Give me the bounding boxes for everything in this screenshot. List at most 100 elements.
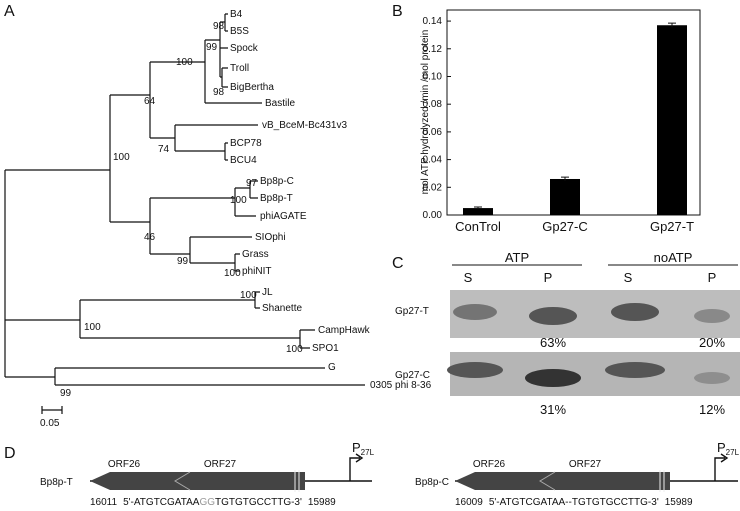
construct-name: Bp8p-T (40, 477, 73, 488)
bootstrap-value: 100 (240, 290, 257, 301)
lane-label: S (624, 270, 633, 285)
leaf-label: Shanette (262, 303, 302, 314)
leaf-label: Troll (230, 63, 249, 74)
bootstrap-value: 100 (224, 268, 241, 279)
bootstrap-value: 99 (177, 256, 189, 267)
promoter-label: P27L (352, 440, 375, 457)
sequence-part: 5'-ATGTCGATAA--TGTGTGCCTTG-3' (489, 497, 659, 508)
y-tick-label: 0.14 (423, 16, 443, 27)
leaf-label: SPO1 (312, 343, 339, 354)
error-bar (561, 176, 569, 181)
panel-label: B (392, 3, 403, 20)
bootstrap-value: 100 (176, 57, 193, 68)
group-label: noATP (654, 250, 693, 265)
panel-label: C (392, 255, 404, 272)
leaf-label: B4 (230, 9, 243, 20)
sequence: 16011 5'-ATGTCGATAAGGTGTGTGCCTTG-3' 15989 (90, 497, 336, 508)
leaf-label: G (328, 362, 336, 373)
bootstrap-value: 74 (158, 144, 170, 155)
gene-diagrams (90, 453, 738, 492)
y-tick-label: 0.08 (423, 99, 443, 110)
gel-bands (447, 303, 730, 387)
tree-branches (4, 13, 365, 386)
lane-label: P (708, 270, 717, 285)
bootstrap-value: 98 (213, 87, 225, 98)
bar (550, 178, 580, 215)
leaf-label: Spock (230, 43, 259, 54)
leaf-label: SIOphi (255, 232, 286, 243)
y-tick-label: 0.10 (423, 71, 443, 82)
gene-label: ORF26 (473, 459, 506, 470)
construct-name: Bp8p-C (415, 477, 449, 488)
bootstrap-value: 64 (144, 96, 156, 107)
bootstrap-value: 99 (60, 388, 72, 399)
y-tick-label: 0.04 (423, 155, 443, 166)
leaf-label: CampHawk (318, 325, 371, 336)
promoter-sub: 27L (361, 448, 375, 457)
y-axis-label: mol ATP hydrolyzed /min /mol protein (420, 30, 431, 195)
bootstrap-value: 46 (144, 232, 156, 243)
lane-label: S (464, 270, 473, 285)
promoter-sub: 27L (726, 448, 740, 457)
panel-label: D (4, 445, 16, 462)
leaf-label: Bp8p-T (260, 193, 293, 204)
gene-label: ORF27 (204, 459, 237, 470)
bootstrap-value: 100 (113, 152, 130, 163)
scale-label: 0.05 (40, 418, 60, 429)
percent-label: 31% (540, 402, 566, 417)
percent-label: 63% (540, 335, 566, 350)
row-label: Gp27-T (395, 306, 429, 317)
sequence-part: GG (199, 497, 215, 508)
promoter-main: P (352, 440, 361, 455)
leaf-label: phiNIT (242, 266, 271, 277)
coord-start: 16009 (455, 497, 483, 508)
coord-end: 15989 (308, 497, 336, 508)
leaf-label: phiAGATE (260, 211, 307, 222)
bootstrap-value: 100 (230, 195, 247, 206)
bar (463, 208, 493, 215)
promoter-label: P27L (717, 440, 740, 457)
leaf-label: BigBertha (230, 82, 274, 93)
leaf-label: BCU4 (230, 155, 257, 166)
bar (657, 25, 687, 216)
gel-strip (450, 290, 740, 338)
percent-label: 12% (699, 402, 725, 417)
tree (4, 13, 365, 414)
scale-bar (41, 406, 63, 414)
leaf-label: B5S (230, 26, 249, 37)
leaf-label: 0305 phi 8-36 (370, 380, 432, 391)
bootstrap-value: 98 (213, 21, 225, 32)
leaf-label: BCP78 (230, 138, 262, 149)
bootstrap-value: 100 (84, 322, 101, 333)
error-bar (474, 206, 482, 210)
gene-label: ORF27 (569, 459, 602, 470)
panel-label: A (4, 3, 15, 20)
y-tick-label: 0.00 (423, 210, 443, 221)
lane-label: P (544, 270, 553, 285)
percent-label: 20% (699, 335, 725, 350)
group-label: ATP (505, 250, 529, 265)
error-bar (668, 22, 676, 28)
x-tick-label: ConTrol (455, 219, 501, 234)
coord-end: 15989 (665, 497, 693, 508)
bootstrap-value: 97 (246, 178, 258, 189)
y-tick-label: 0.02 (423, 182, 443, 193)
gene-label: ORF26 (108, 459, 141, 470)
leaf-label: Bp8p-C (260, 176, 294, 187)
x-tick-label: Gp27-C (542, 219, 588, 234)
x-tick-label: Gp27-T (650, 219, 694, 234)
leaf-label: JL (262, 287, 273, 298)
bootstrap-value: 100 (286, 344, 303, 355)
sequence: 16009 5'-ATGTCGATAA--TGTGTGCCTTG-3' 15989 (455, 497, 693, 508)
sequence-part: TGTGTGCCTTG-3' (215, 497, 302, 508)
leaf-label: Bastile (265, 98, 295, 109)
y-tick-label: 0.06 (423, 127, 443, 138)
bootstrap-value: 99 (206, 42, 218, 53)
leaf-label: Grass (242, 249, 269, 260)
y-tick-label: 0.12 (423, 44, 443, 55)
row-label: Gp27-C (395, 370, 430, 381)
coord-start: 16011 (90, 497, 118, 508)
promoter-main: P (717, 440, 726, 455)
